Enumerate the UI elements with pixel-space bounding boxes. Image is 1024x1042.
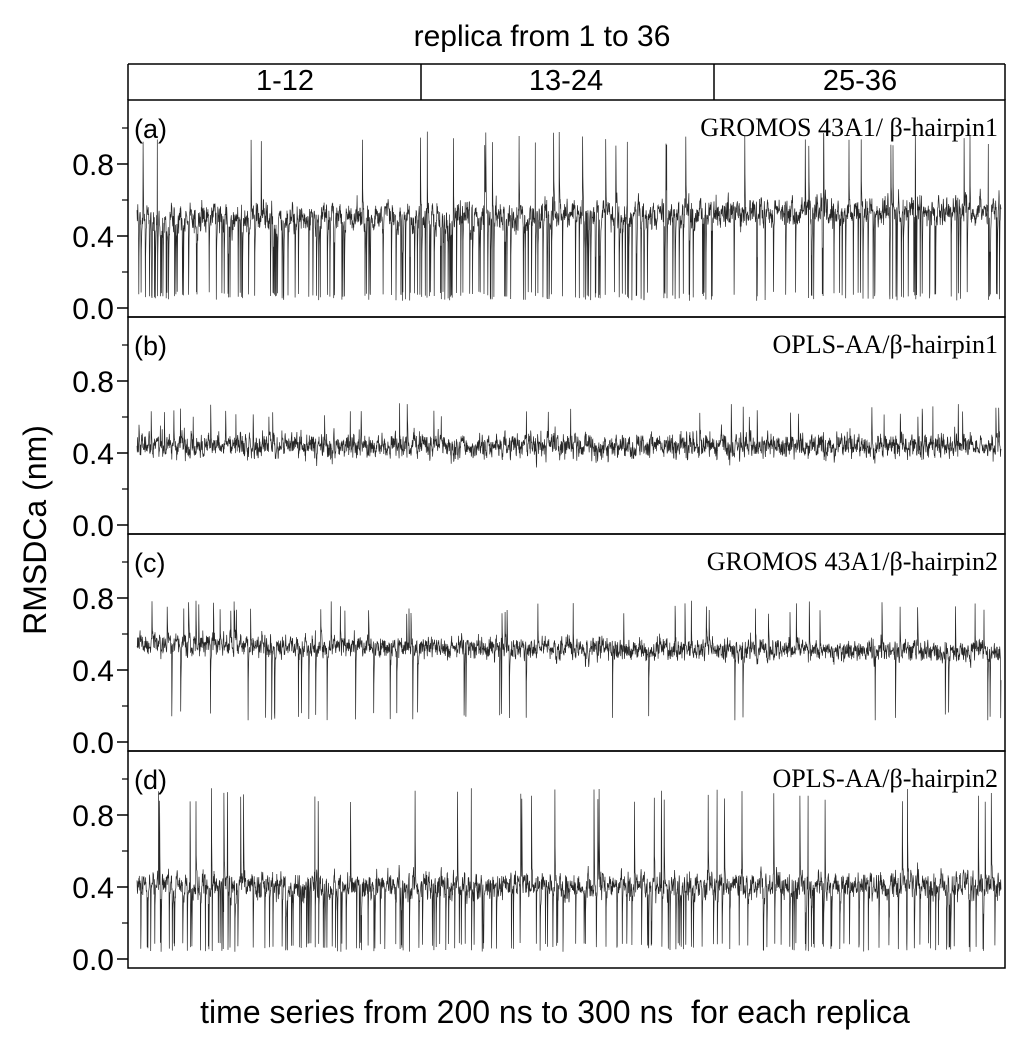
top-axis-group-label: 1-12 xyxy=(256,65,314,97)
panel-title: GROMOS 43A1/ β-hairpin1 xyxy=(700,113,998,142)
y-axis: 0.0 0.4 0.8 xyxy=(72,561,128,760)
y-tick-label: 0.8 xyxy=(72,800,114,833)
top-axis-group-label: 25-36 xyxy=(823,65,897,97)
panel-c: 0.0 0.4 0.8 (c) GROMOS 43A1/β-hairpin2 xyxy=(72,533,1006,760)
panel-frame xyxy=(127,750,1006,969)
y-tick-label: 0.8 xyxy=(72,583,114,616)
y-tick-label: 0.0 xyxy=(72,727,114,760)
series-trace xyxy=(136,131,1002,301)
rmsd-trace-line xyxy=(136,788,1002,952)
y-axis: 0.0 0.4 0.8 xyxy=(72,778,128,977)
y-tick-label: 0.8 xyxy=(72,149,114,182)
series-trace xyxy=(136,600,1002,721)
top-axis: replica from 1 to 36 1-12 13-24 25-36 xyxy=(127,20,1006,100)
panel-title: OPLS-AA/β-hairpin1 xyxy=(772,330,998,359)
y-axis: 0.0 0.4 0.8 xyxy=(72,344,128,543)
panel-a: 0.0 0.4 0.8 (a) GROMOS 43A1/ β-hairpin1 xyxy=(72,99,1006,326)
panel-tag: (d) xyxy=(134,765,167,795)
y-tick-label: 0.4 xyxy=(72,438,114,471)
y-tick-label: 0.4 xyxy=(72,221,114,254)
panel-tag: (a) xyxy=(134,114,167,144)
y-tick-label: 0.4 xyxy=(72,655,114,688)
series-trace xyxy=(136,403,1002,468)
panel-tag: (c) xyxy=(134,548,165,578)
y-tick-label: 0.0 xyxy=(72,510,114,543)
rmsd-trace-line xyxy=(136,403,1002,468)
top-axis-group-label: 13-24 xyxy=(529,65,603,97)
rmsd-trace-line xyxy=(136,600,1002,721)
panel-tag: (b) xyxy=(134,331,167,361)
y-axis: 0.0 0.4 0.8 xyxy=(72,127,128,326)
rmsd-trace-line xyxy=(136,131,1002,301)
top-axis-title: replica from 1 to 36 xyxy=(414,20,671,53)
y-axis-label: RMSDCa (nm) xyxy=(17,425,53,635)
panel-b: 0.0 0.4 0.8 (b) OPLS-AA/β-hairpin1 xyxy=(72,316,1006,543)
y-tick-label: 0.4 xyxy=(72,872,114,905)
panel-d: 0.0 0.4 0.8 (d) OPLS-AA/β-hairpin2 xyxy=(72,750,1006,977)
panel-title: GROMOS 43A1/β-hairpin2 xyxy=(707,547,998,576)
panel-title: OPLS-AA/β-hairpin2 xyxy=(772,764,998,793)
x-axis-label: time series from 200 ns to 300 ns for ea… xyxy=(200,994,910,1030)
y-tick-label: 0.0 xyxy=(72,293,114,326)
series-trace xyxy=(136,788,1002,952)
y-tick-label: 0.0 xyxy=(72,944,114,977)
y-tick-label: 0.8 xyxy=(72,366,114,399)
